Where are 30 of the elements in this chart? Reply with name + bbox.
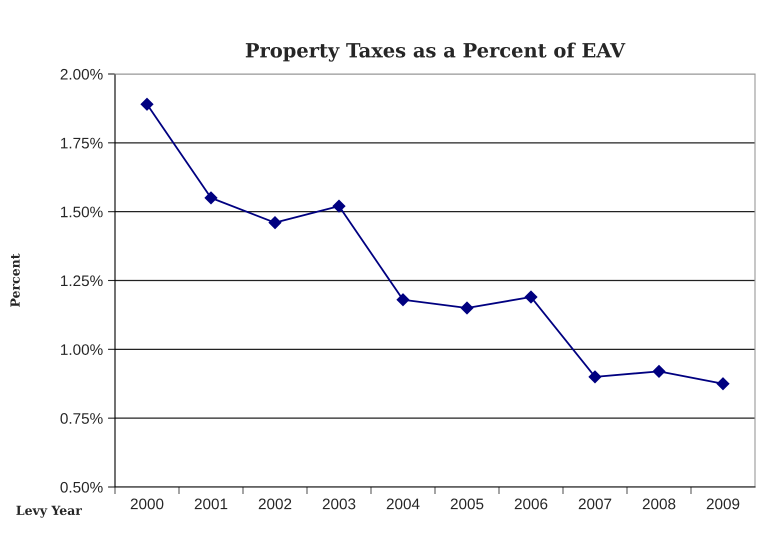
point: [460, 302, 474, 314]
chart-title: Property Taxes as a Percent of EAV: [246, 42, 626, 62]
x-tick-label: 2009: [706, 498, 740, 510]
point: [716, 377, 730, 390]
x-tick-label: 2001: [194, 498, 228, 510]
x-tick-label: 2006: [514, 498, 548, 510]
x-tick-label: 2008: [642, 498, 676, 510]
point: [396, 293, 410, 306]
x-tick-label: 2002: [258, 498, 292, 510]
point: [652, 364, 666, 378]
y-tick-label: 1.50%: [61, 206, 103, 218]
x-tick-label: 2007: [578, 498, 612, 510]
x-tick-label: 2004: [386, 498, 420, 510]
y-tick-label: 1.25%: [61, 275, 103, 286]
y-tick-label: 1.00%: [61, 344, 103, 356]
point: [524, 290, 538, 304]
y-tick-label: 2.00%: [60, 68, 103, 80]
point: [332, 200, 346, 213]
x-tick-label: 2003: [322, 498, 356, 510]
point: [204, 191, 218, 204]
y-axis-title: Percent: [10, 254, 20, 307]
x-axis-title: Levy Year: [16, 506, 82, 518]
point: [140, 98, 154, 111]
y-tick-label: 1.75%: [61, 138, 103, 149]
y-tick-label: 0.50%: [60, 482, 103, 493]
y-tick-label: 0.75%: [60, 413, 103, 424]
point: [268, 216, 282, 230]
x-tick-label: 2005: [450, 498, 484, 510]
point: [588, 370, 602, 384]
x-tick-label: 2000: [130, 498, 164, 510]
